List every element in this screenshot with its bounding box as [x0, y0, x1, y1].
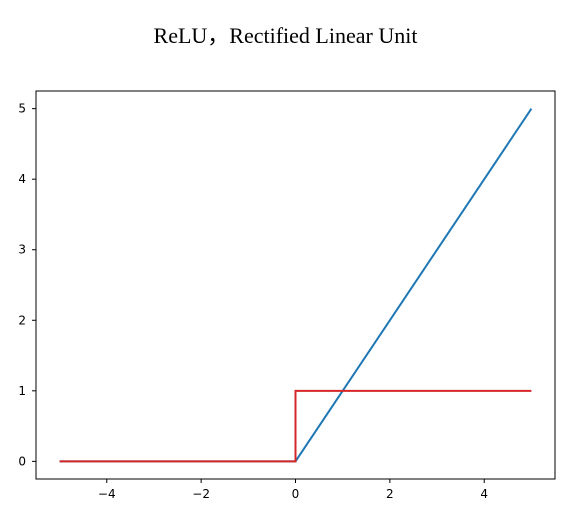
y-tick-label: 4 [18, 172, 26, 186]
x-tick-label: 4 [480, 487, 488, 501]
y-axis-ticks: 0 1 2 3 4 5 [18, 102, 36, 468]
y-tick-label: 0 [18, 454, 26, 468]
chart-title: ReLU，Rectified Linear Unit [153, 23, 418, 48]
y-tick-label: 3 [18, 243, 26, 257]
y-tick-label: 5 [18, 102, 26, 116]
series-line-1 [59, 389, 532, 463]
y-tick-label: 1 [18, 384, 26, 398]
x-tick-label: −4 [98, 487, 116, 501]
x-tick-label: −2 [192, 487, 210, 501]
x-tick-label: 2 [386, 487, 394, 501]
series-layer [59, 108, 533, 463]
x-axis-ticks: −4 −2 0 2 4 [98, 479, 488, 501]
x-tick-label: 0 [292, 487, 300, 501]
y-tick-label: 2 [18, 313, 26, 327]
